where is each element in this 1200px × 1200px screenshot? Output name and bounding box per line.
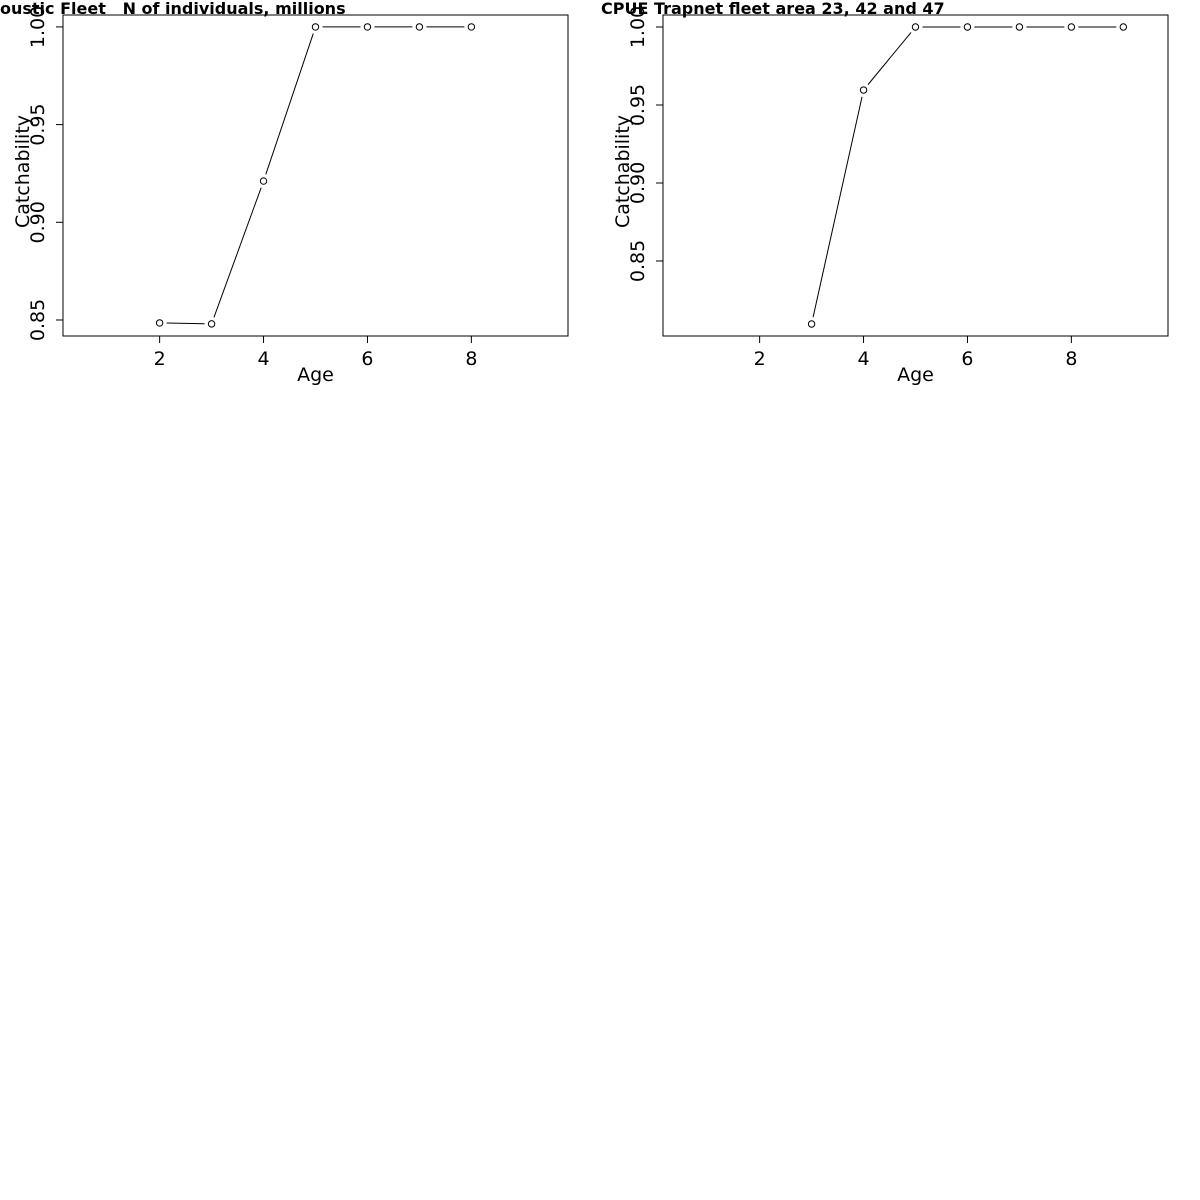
data-point [207,320,216,328]
data-point [363,23,372,31]
y-tick-label: 0.90 [27,201,49,243]
data-point [1119,23,1128,31]
chart-title: oustic Fleet N of individuals, millions [0,0,346,18]
x-axis-label: Age [897,364,934,386]
y-tick-label: 1.00 [27,6,49,48]
x-tick-label: 2 [754,348,766,370]
x-axis-label: Age [297,364,334,386]
data-point [859,86,868,94]
x-tick-label: 8 [1065,348,1077,370]
data-point [467,23,476,31]
data-point [1067,23,1076,31]
data-point [259,177,268,185]
y-tick-label: 0.90 [627,162,649,204]
data-point [963,23,972,31]
chart-title: CPUE Trapnet fleet area 23, 42 and 47 [601,0,945,18]
line-segment [213,187,262,318]
y-tick-label: 0.95 [27,103,49,145]
data-point [415,23,424,31]
line-segment [265,33,314,175]
y-tick-label: 1.00 [627,6,649,48]
line-segment [812,96,863,318]
x-tick-label: 6 [361,348,373,370]
x-tick-label: 2 [154,348,166,370]
y-axis-label: Catchability [612,115,634,228]
data-point [807,320,816,328]
plot-frame [662,14,1169,337]
y-tick-label: 0.85 [627,240,649,282]
line-segment [166,322,205,325]
x-tick-label: 8 [465,348,477,370]
y-tick-label: 0.85 [27,299,49,341]
y-tick-label: 0.95 [627,84,649,126]
line-segment [867,32,912,85]
data-point [1015,23,1024,31]
data-point [311,23,320,31]
data-point [911,23,920,31]
x-tick-label: 4 [857,348,869,370]
x-tick-label: 6 [961,348,973,370]
data-point [155,319,164,327]
x-tick-label: 4 [257,348,269,370]
plot-frame [62,14,569,337]
y-axis-label: Catchability [12,115,34,228]
